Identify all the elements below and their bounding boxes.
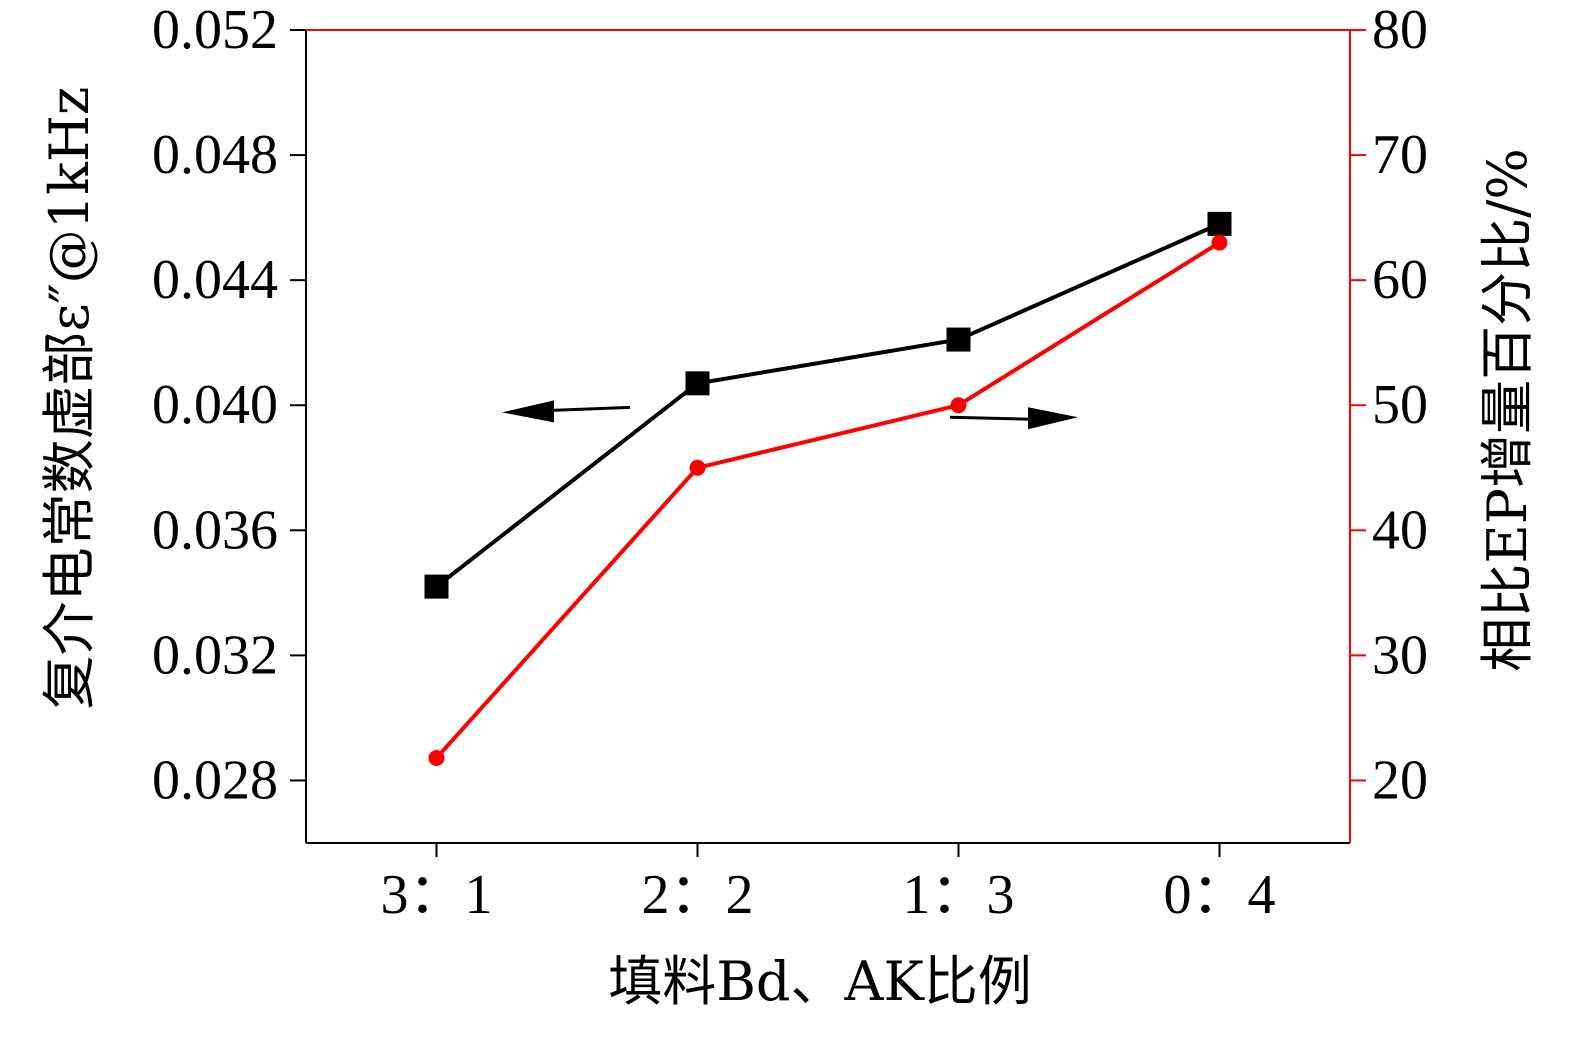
series-1-line — [435, 240, 1221, 760]
data-point-square — [424, 574, 449, 599]
data-point-circle — [689, 459, 706, 476]
plot-frame — [305, 29, 1351, 844]
left-y-tick-label: 0.044 — [152, 249, 278, 311]
series-layer — [424, 211, 1232, 766]
left-arrow-shaft — [551, 405, 631, 412]
series-0-line — [435, 222, 1221, 589]
x-axis: 3：1 2：2 1：3 0：4 — [381, 843, 1276, 926]
series-0 — [424, 211, 1232, 599]
left-y-tick-label: 0.048 — [152, 124, 278, 186]
annotation-layer — [502, 400, 1078, 430]
right-y-tick-label: 30 — [1372, 624, 1428, 686]
data-point-square — [685, 371, 710, 396]
right-y-tick-label: 70 — [1372, 124, 1428, 186]
left-y-axis: 0.028 0.032 0.036 0.040 0.044 0.048 0.052 — [152, 0, 306, 811]
data-point-circle — [1211, 234, 1228, 251]
left-arrow-head — [502, 400, 554, 423]
right-y-axis-title: 相比EP增量百分比/% — [1476, 148, 1539, 671]
data-point-circle — [950, 397, 967, 414]
data-point-circle — [428, 749, 445, 766]
left-y-tick-label: 0.040 — [152, 374, 278, 436]
left-y-tick-label: 0.036 — [152, 499, 278, 561]
right-y-tick-label: 50 — [1372, 374, 1428, 436]
left-y-tick-label: 0.028 — [152, 749, 278, 811]
series-1 — [428, 234, 1228, 766]
x-tick-label: 3：1 — [381, 864, 493, 926]
right-y-tick-label: 60 — [1372, 249, 1428, 311]
left-y-tick-label: 0.052 — [152, 0, 278, 61]
right-y-axis: 20 30 40 50 60 70 80 — [1350, 0, 1428, 811]
x-axis-title: 填料Bd、AK比例 — [608, 950, 1032, 1013]
x-tick-label: 0：4 — [1164, 864, 1276, 926]
right-arrow-head — [1028, 407, 1078, 430]
right-y-tick-label: 40 — [1372, 499, 1428, 561]
data-point-square — [1207, 211, 1232, 236]
right-y-tick-label: 20 — [1372, 749, 1428, 811]
left-y-tick-label: 0.032 — [152, 624, 278, 686]
x-tick-label: 2：2 — [642, 864, 754, 926]
right-y-tick-label: 80 — [1372, 0, 1428, 61]
data-point-square — [946, 327, 971, 352]
x-tick-label: 1：3 — [903, 864, 1015, 926]
right-arrow-shaft — [949, 415, 1031, 421]
left-y-axis-title: 复介电常数虚部ε″@1kHz — [38, 87, 101, 710]
